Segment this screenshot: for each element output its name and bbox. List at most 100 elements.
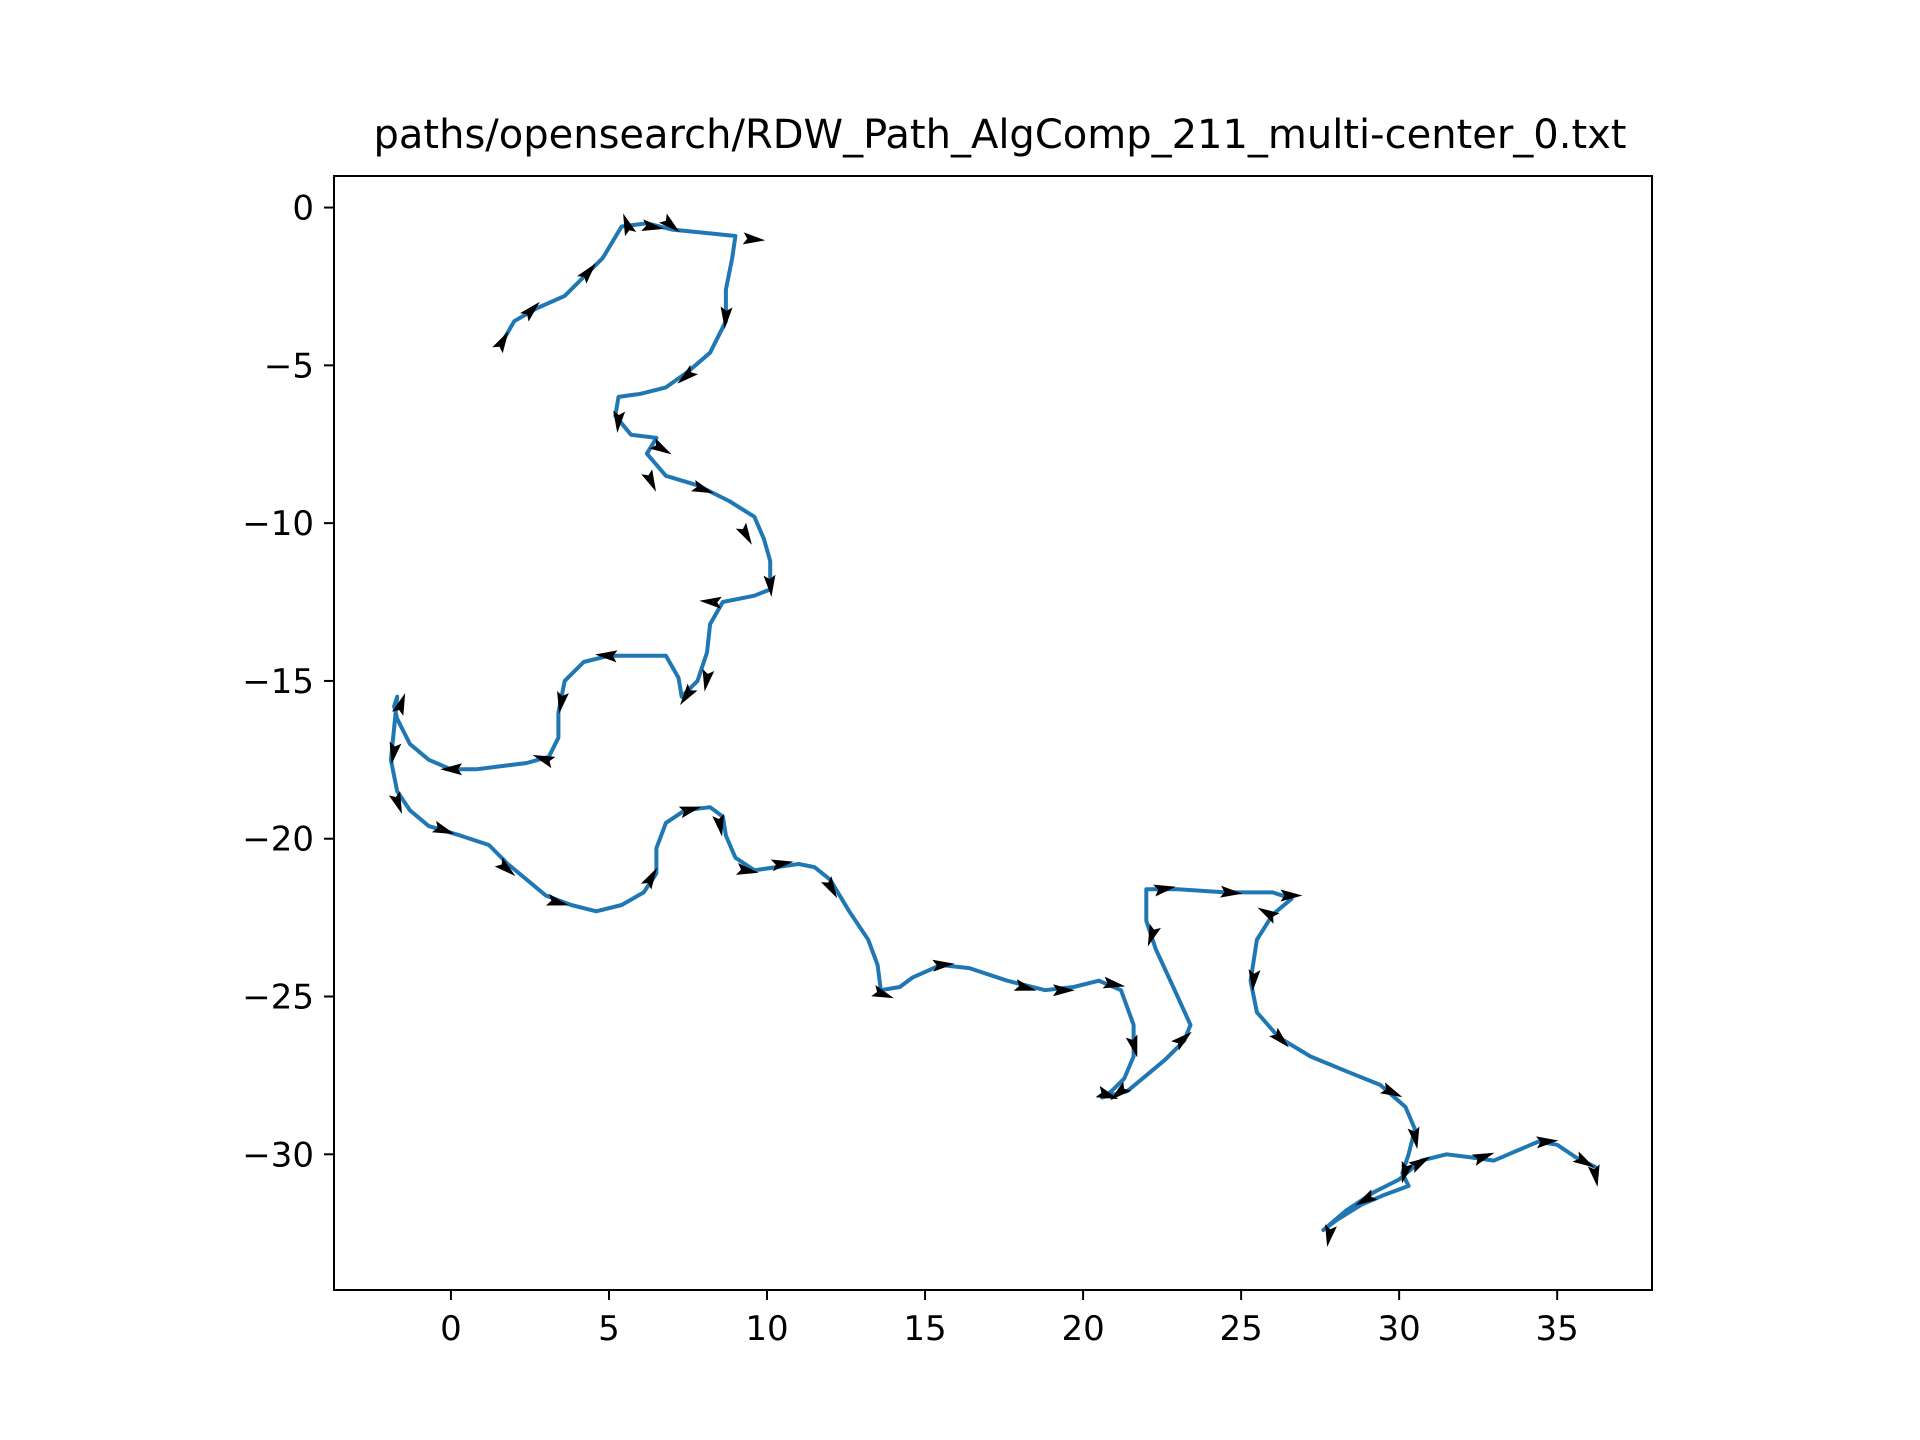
arrow-head <box>532 755 556 769</box>
arrow-head <box>1147 923 1161 947</box>
y-tick-label: −20 <box>242 820 314 860</box>
direction-arrow <box>1102 976 1126 989</box>
direction-arrow <box>932 959 955 972</box>
arrow-head <box>494 857 516 877</box>
arrow-head <box>640 867 658 890</box>
arrow-head <box>735 522 752 545</box>
direction-arrow <box>1536 1136 1559 1149</box>
direction-arrow <box>871 985 894 999</box>
direction-arrow <box>1220 885 1243 898</box>
x-tick-label: 15 <box>903 1309 946 1349</box>
direction-arrow <box>1325 1224 1337 1247</box>
arrow-head <box>557 690 569 714</box>
arrow-head <box>763 574 776 598</box>
arrow-head <box>1220 885 1243 898</box>
arrow-head <box>595 650 618 663</box>
arrow-head <box>1257 907 1280 924</box>
arrow-head <box>1053 984 1075 997</box>
direction-arrow <box>649 438 672 455</box>
direction-arrow <box>1408 1156 1431 1173</box>
direction-arrow <box>720 306 733 329</box>
arrow-head <box>641 469 657 492</box>
direction-arrow <box>1147 923 1161 947</box>
direction-arrow <box>640 867 658 890</box>
direction-arrow <box>1095 1085 1119 1100</box>
direction-arrow <box>1153 884 1176 897</box>
arrow-head <box>1110 1081 1131 1101</box>
direction-arrow <box>532 755 556 769</box>
direction-arrow <box>1572 1151 1595 1168</box>
arrow-head <box>821 876 838 899</box>
direction-arrow <box>1171 1031 1192 1051</box>
arrow-head <box>677 365 698 384</box>
direction-arrow <box>1379 1082 1403 1098</box>
x-tick-label: 0 <box>440 1309 462 1349</box>
direction-arrow <box>735 863 759 875</box>
direction-arrow <box>821 876 838 899</box>
arrow-head <box>691 480 714 494</box>
arrow-head <box>1355 1189 1378 1206</box>
direction-arrow <box>1355 1189 1378 1206</box>
direction-arrow <box>1407 1126 1420 1150</box>
direction-arrow <box>679 683 698 706</box>
arrow-head <box>1102 976 1126 989</box>
direction-arrow <box>1401 1160 1414 1184</box>
arrow-head <box>1536 1136 1559 1149</box>
x-tick-label: 5 <box>598 1309 620 1349</box>
arrow-head <box>1379 1082 1403 1098</box>
x-tick-label: 10 <box>745 1309 788 1349</box>
direction-arrow <box>389 741 402 765</box>
x-tick-label: 20 <box>1061 1309 1104 1349</box>
arrow-head <box>699 596 722 609</box>
x-tick-label: 25 <box>1219 1309 1262 1349</box>
x-tick-label: 35 <box>1536 1309 1579 1349</box>
direction-arrow <box>392 693 406 716</box>
plot-area <box>388 213 1600 1247</box>
direction-arrow <box>678 806 702 819</box>
arrow-head <box>1408 1156 1431 1173</box>
direction-arrow <box>770 859 794 872</box>
arrow-head <box>388 791 402 814</box>
direction-arrow <box>494 857 516 877</box>
arrow-head <box>613 410 626 433</box>
arrow-head <box>545 893 569 906</box>
y-tick-label: −10 <box>242 504 314 544</box>
direction-arrow <box>763 574 776 598</box>
arrow-head <box>720 306 733 329</box>
direction-arrow <box>520 301 540 322</box>
direction-arrow <box>677 365 698 384</box>
arrow-head <box>389 741 402 765</box>
arrow-head <box>1013 979 1037 991</box>
direction-arrow <box>1587 1164 1600 1187</box>
arrow-head <box>1325 1224 1337 1247</box>
direction-arrow <box>440 763 463 776</box>
direction-arrow <box>691 480 714 494</box>
arrow-head <box>392 693 406 716</box>
arrow-head <box>742 232 766 245</box>
trajectory-line <box>388 221 1598 1232</box>
direction-arrow <box>1125 1034 1138 1058</box>
arrow-head <box>1125 1034 1138 1058</box>
direction-arrow <box>492 331 509 354</box>
arrow-head <box>1171 1031 1192 1051</box>
direction-arrow <box>735 522 752 545</box>
direction-arrow <box>557 690 569 714</box>
arrow-head <box>641 219 664 232</box>
direction-arrow <box>1471 1152 1495 1166</box>
direction-arrow <box>742 232 766 245</box>
arrow-head <box>735 863 759 875</box>
arrow-head <box>1407 1126 1420 1150</box>
direction-arrow <box>613 410 626 433</box>
direction-arrow <box>1053 984 1075 997</box>
arrow-head <box>1269 1027 1289 1048</box>
arrow-head <box>679 683 698 706</box>
arrow-head <box>932 959 955 972</box>
direction-arrow <box>712 813 725 837</box>
direction-arrow <box>1280 889 1303 902</box>
direction-arrow <box>1257 907 1280 924</box>
x-axis: 0 5 10 15 20 25 30 35 <box>440 1290 1579 1349</box>
y-axis: 0 −5 −10 −15 −20 −25 −30 <box>242 189 334 1175</box>
arrow-head <box>1095 1085 1119 1100</box>
arrow-head <box>871 985 894 999</box>
